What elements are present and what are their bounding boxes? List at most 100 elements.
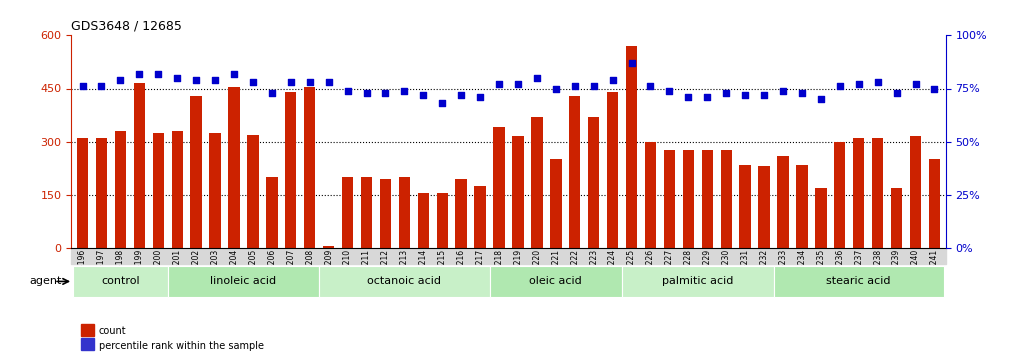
Point [756,92,772,98]
Bar [493,127,504,248]
Bar [739,165,751,248]
Point [131,71,147,76]
Bar [133,83,145,248]
Bar [645,142,656,248]
Bar [190,96,201,248]
Point [206,77,223,83]
Text: linoleic acid: linoleic acid [211,276,277,286]
Bar [664,150,675,248]
Point [680,94,697,100]
Bar [834,142,845,248]
Point [453,92,469,98]
Point [870,79,886,85]
Bar [172,131,183,248]
Text: GDS3648 / 12685: GDS3648 / 12685 [71,20,182,33]
Bar [418,193,429,248]
Text: control: control [101,276,139,286]
Point [907,81,923,87]
Bar [73,266,168,297]
Text: percentile rank within the sample: percentile rank within the sample [99,341,263,350]
Bar [229,87,240,248]
Point [169,75,185,81]
Point [245,79,261,85]
Point [302,79,318,85]
Point [794,90,811,96]
Bar [323,246,335,248]
Text: count: count [99,326,126,336]
Bar [625,46,638,248]
Point [74,84,91,89]
Bar [570,96,581,248]
Point [661,88,677,93]
Point [529,75,545,81]
Bar [622,266,774,297]
Point [737,92,754,98]
Bar [153,133,164,248]
Bar [531,117,543,248]
Point [415,92,431,98]
Bar [379,179,392,248]
Point [151,71,167,76]
Point [832,84,848,89]
Point [434,101,451,106]
Bar [550,159,561,248]
Point [566,84,583,89]
Bar [247,135,258,248]
Bar [210,133,221,248]
Text: stearic acid: stearic acid [827,276,891,286]
Bar [720,150,732,248]
Bar [774,266,944,297]
Bar [436,193,447,248]
Bar [489,266,622,297]
Point [283,79,299,85]
Point [850,81,866,87]
Bar [702,150,713,248]
Bar [891,188,902,248]
Point [510,81,526,87]
Point [188,77,204,83]
Point [699,94,715,100]
Bar [319,266,489,297]
Point [604,77,620,83]
Bar [285,92,297,248]
Bar [777,156,788,248]
Bar [115,131,126,248]
Point [623,60,640,66]
Point [320,79,337,85]
Bar [796,165,807,248]
Bar [816,188,827,248]
Point [472,94,488,100]
Point [586,84,602,89]
Point [775,88,791,93]
Bar [361,177,372,248]
Point [548,86,564,91]
Bar [759,166,770,248]
Point [358,90,374,96]
Bar [456,179,467,248]
Point [263,90,280,96]
Bar [399,177,410,248]
Text: agent: agent [29,276,62,286]
Bar [168,266,319,297]
Bar [474,186,486,248]
Bar [853,138,864,248]
Bar [588,117,599,248]
Point [340,88,356,93]
Text: octanoic acid: octanoic acid [367,276,441,286]
Bar [682,150,694,248]
Point [112,77,128,83]
Point [643,84,659,89]
Bar [872,138,884,248]
Text: oleic acid: oleic acid [530,276,582,286]
Bar [929,159,940,248]
Bar [342,177,353,248]
Bar [607,92,618,248]
Bar [266,177,278,248]
Point [226,71,242,76]
Point [397,88,413,93]
Bar [910,136,921,248]
Point [491,81,507,87]
Point [889,90,905,96]
Bar [513,136,524,248]
Point [926,86,943,91]
